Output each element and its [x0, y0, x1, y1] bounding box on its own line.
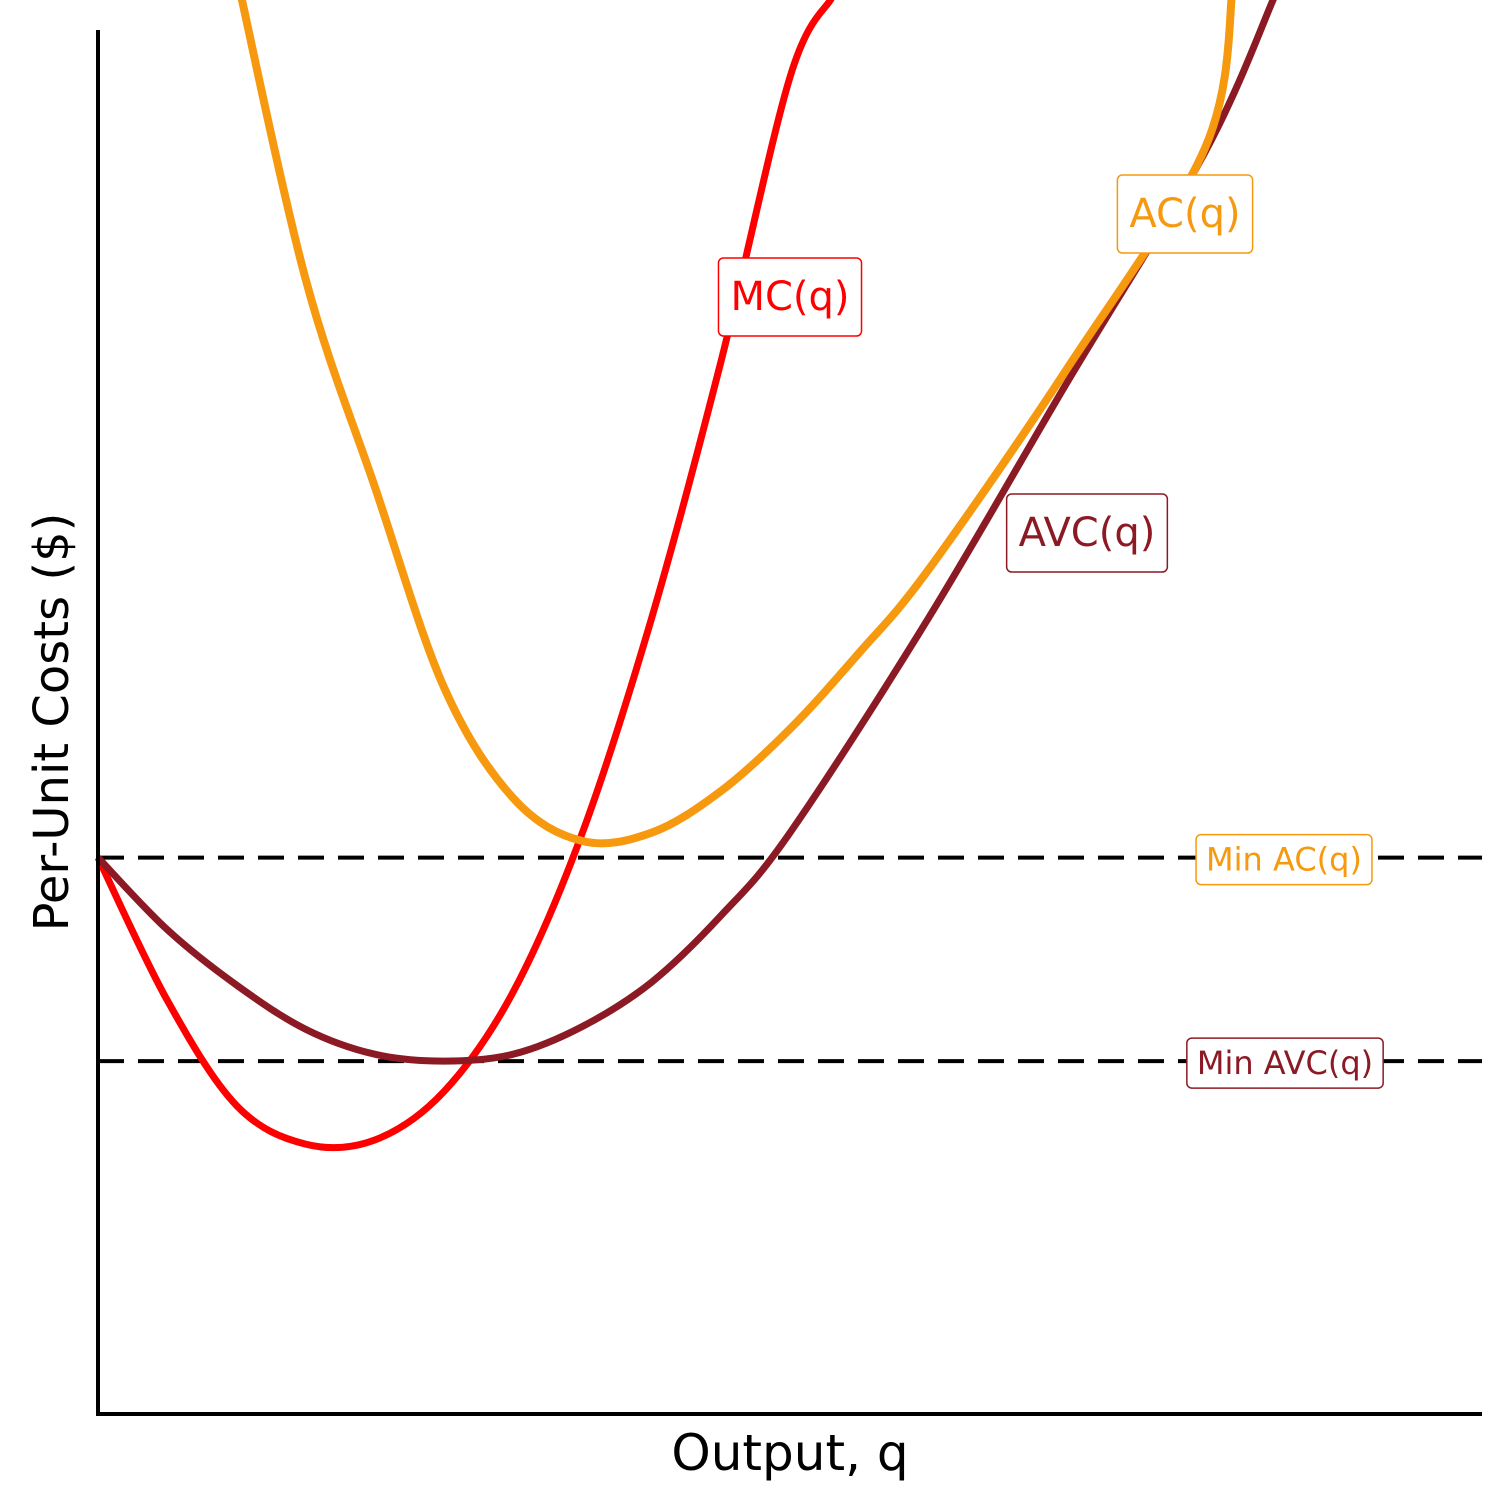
x-axis-label: Output, q	[671, 1424, 908, 1482]
avc-q-curve	[95, 0, 1277, 1065]
cost-curves	[94, 0, 1277, 1152]
min-avc-q-label: Min AVC(q)	[1186, 1037, 1384, 1089]
min-ac-q-label: Min AC(q)	[1195, 833, 1373, 886]
min-ac-q-label-text: Min AC(q)	[1206, 841, 1362, 879]
mc-q-label-text: MC(q)	[730, 274, 849, 320]
y-axis-label: Per-Unit Costs ($)	[24, 513, 80, 932]
ac-q-curve	[237, 0, 1236, 848]
min-avc-q-label-text: Min AVC(q)	[1197, 1044, 1373, 1082]
min-avc-q-label-box	[1186, 1037, 1384, 1089]
avc-q-label-text: AVC(q)	[1019, 510, 1156, 556]
mc-q-curve	[94, 0, 835, 1152]
ac-q-label-box	[1116, 174, 1254, 254]
curve-labels: MC(q) AVC(q) AC(q) Min AC(q) Min AVC(q)	[717, 174, 1384, 1089]
mc-q-label-box	[717, 257, 863, 337]
ac-q-label-text: AC(q)	[1129, 191, 1240, 237]
reference-lines	[98, 855, 1482, 1064]
avc-q-label: AVC(q)	[1005, 493, 1169, 573]
avc-q-label-box	[1005, 493, 1169, 573]
min-ac-q-label-box	[1195, 833, 1373, 886]
ac-q-label: AC(q)	[1116, 174, 1254, 254]
mc-q-label: MC(q)	[717, 257, 863, 337]
